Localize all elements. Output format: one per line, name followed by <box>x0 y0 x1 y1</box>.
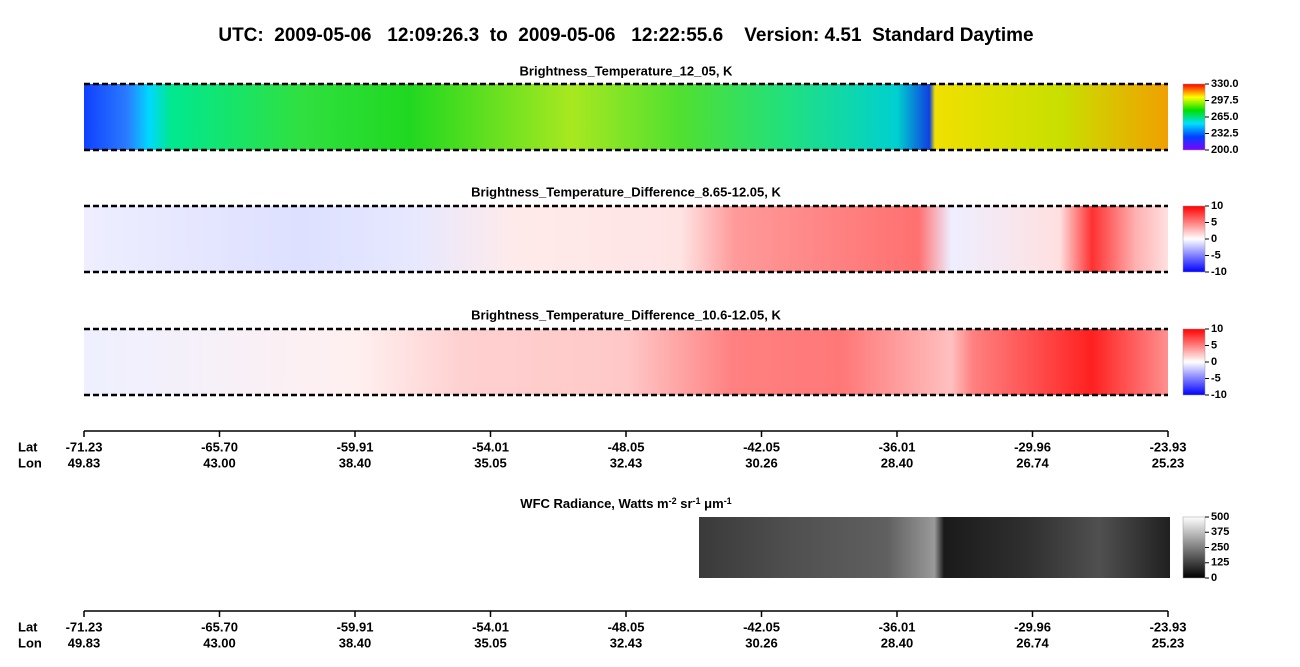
lat-label: -36.01 <box>879 619 916 634</box>
lat-label: -36.01 <box>879 439 916 454</box>
lon-label: 28.40 <box>881 455 914 470</box>
image <box>84 84 1168 150</box>
lat-label: -42.05 <box>743 619 780 634</box>
colorbar <box>1182 328 1206 396</box>
lat-label: -65.70 <box>201 439 238 454</box>
colorbar-tick-label: 200.0 <box>1211 144 1239 156</box>
lon-label: 26.74 <box>1016 455 1049 470</box>
colorbar-tick-label: 10 <box>1211 323 1223 335</box>
row-label: Lat <box>18 619 38 634</box>
superscript: -1 <box>724 496 732 506</box>
row-label: Lon <box>18 455 42 470</box>
page-title: UTC: 2009-05-06 12:09:26.3 to 2009-05-06… <box>218 25 1033 46</box>
colorbar <box>1182 516 1206 579</box>
colorbar-tick-label: 250 <box>1211 541 1229 553</box>
colorbar-tick-label: 0 <box>1211 572 1217 584</box>
lat-label: -23.93 <box>1150 439 1187 454</box>
colorbar-tick-label: 265.0 <box>1211 111 1239 123</box>
lat-label: -59.91 <box>337 439 374 454</box>
colorbar-tick-label: -10 <box>1211 266 1227 278</box>
superscript: -2 <box>669 496 677 506</box>
lon-label: 30.26 <box>745 455 778 470</box>
lon-label: 32.43 <box>610 635 643 650</box>
title-part: sr <box>677 496 693 511</box>
lon-label: 25.23 <box>1152 455 1185 470</box>
colorbar <box>1182 83 1206 151</box>
lat-label: -65.70 <box>201 619 238 634</box>
lat-label: -29.96 <box>1014 619 1051 634</box>
lat-label: -71.23 <box>66 619 103 634</box>
colorbar-tick-label: -10 <box>1211 389 1227 401</box>
title-part: WFC Radiance, Watts m <box>520 496 668 511</box>
lon-label: 28.40 <box>881 635 914 650</box>
lon-label: 32.43 <box>610 455 643 470</box>
colorbar-tick-label: 5 <box>1211 339 1217 351</box>
colorbar-tick-label: 500 <box>1211 511 1229 523</box>
colorbar-tick-label: 5 <box>1211 216 1217 228</box>
lat-label: -59.91 <box>337 619 374 634</box>
lon-label: 43.00 <box>203 635 236 650</box>
colorbar-tick-label: 10 <box>1211 200 1223 212</box>
colorbar-tick-label: 232.5 <box>1211 127 1239 139</box>
panel-title: Brightness_Temperature_Difference_8.65-1… <box>471 184 781 199</box>
lon-label: 35.05 <box>474 455 507 470</box>
lon-label: 26.74 <box>1016 635 1049 650</box>
lat-label: -71.23 <box>66 439 103 454</box>
lat-label: -48.05 <box>608 439 645 454</box>
panel-title: Brightness_Temperature_Difference_10.6-1… <box>471 307 781 322</box>
colorbar-tick-label: 330.0 <box>1211 78 1239 90</box>
image <box>84 329 1168 395</box>
colorbar-tick-label: 125 <box>1211 557 1229 569</box>
panel-title: WFC Radiance, Watts m-2 sr-1 μm-1 <box>520 496 731 512</box>
colorbar-tick-label: -5 <box>1211 372 1221 384</box>
panel-title: Brightness_Temperature_12_05, K <box>520 63 734 78</box>
lon-label: 43.00 <box>203 455 236 470</box>
row-label: Lon <box>18 635 42 650</box>
superscript: -1 <box>693 496 701 506</box>
image <box>699 517 1170 578</box>
image <box>84 206 1168 272</box>
row-label: Lat <box>18 439 38 454</box>
lat-label: -23.93 <box>1150 619 1187 634</box>
lat-label: -48.05 <box>608 619 645 634</box>
colorbar-tick-label: 0 <box>1211 356 1217 368</box>
colorbar-tick-label: -5 <box>1211 249 1221 261</box>
lat-label: -29.96 <box>1014 439 1051 454</box>
lat-label: -42.05 <box>743 439 780 454</box>
colorbar-tick-label: 297.5 <box>1211 94 1239 106</box>
lon-label: 35.05 <box>474 635 507 650</box>
colorbar-tick-label: 0 <box>1211 233 1217 245</box>
lon-label: 49.83 <box>68 455 101 470</box>
lon-label: 38.40 <box>339 635 372 650</box>
colorbar <box>1182 205 1206 273</box>
colorbar-tick-label: 375 <box>1211 526 1229 538</box>
lat-label: -54.01 <box>472 619 509 634</box>
lon-label: 49.83 <box>68 635 101 650</box>
lon-label: 38.40 <box>339 455 372 470</box>
title-part: μm <box>701 496 724 511</box>
lat-label: -54.01 <box>472 439 509 454</box>
lon-label: 30.26 <box>745 635 778 650</box>
lon-label: 25.23 <box>1152 635 1185 650</box>
